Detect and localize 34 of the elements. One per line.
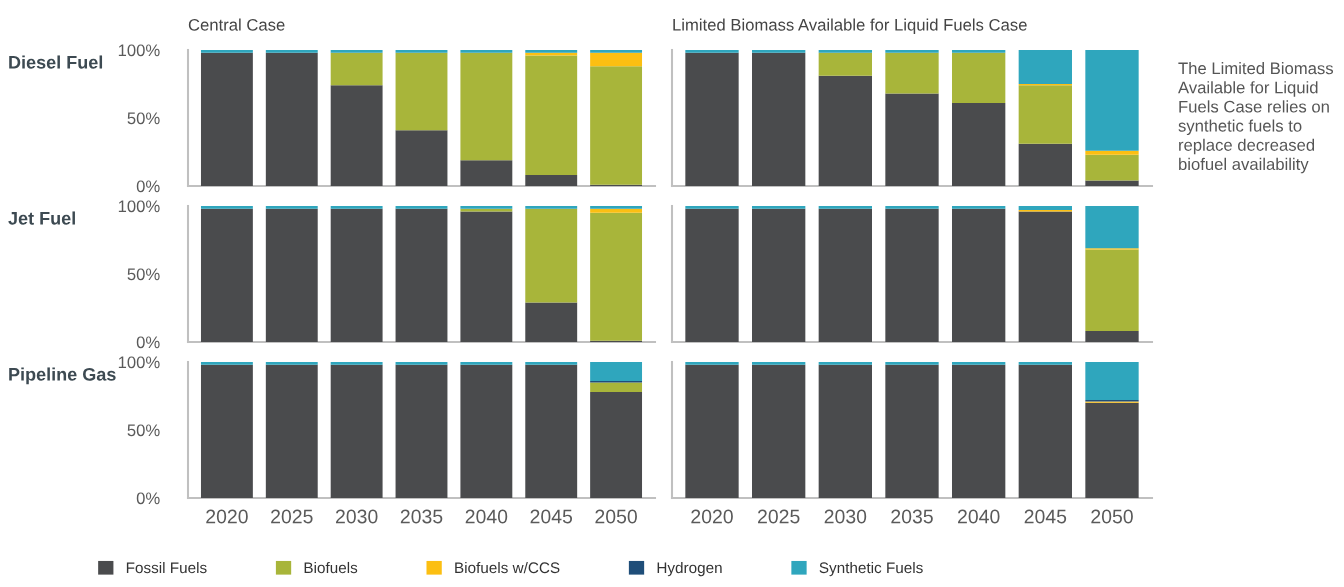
chart-title: Limited Biomass Available for Liquid Fuels Case bbox=[673, 18, 1027, 35]
x-tick-label: 2045 bbox=[530, 509, 573, 524]
y-tick-label: 100% bbox=[118, 44, 160, 57]
x-tick-label: 2025 bbox=[758, 509, 800, 524]
chart-title: Central Case bbox=[188, 18, 285, 31]
x-tick-label: 2040 bbox=[465, 509, 508, 524]
y-axis-title: Diesel Fuel bbox=[9, 55, 103, 69]
y-axis-title: Pipeline Gas bbox=[9, 367, 116, 385]
y-tick-label: 100% bbox=[118, 356, 160, 369]
y-tick-label: 100% bbox=[118, 200, 160, 213]
y-tick-label: 50% bbox=[127, 424, 160, 437]
x-tick-label: 2030 bbox=[824, 509, 867, 524]
legend-label: Synthetic Fuels bbox=[819, 561, 923, 577]
y-axis-title: Jet Fuel bbox=[8, 211, 75, 225]
x-tick-label: 2050 bbox=[595, 509, 637, 524]
x-tick-label: 2035 bbox=[400, 509, 443, 524]
x-tick-label: 2020 bbox=[206, 509, 248, 524]
y-tick-label: 50% bbox=[127, 268, 160, 281]
text: The Limited Biomass Available for Liquid Fuels Case relies on synthetic fuels to replace decreased biofuel availability bbox=[1178, 62, 1334, 174]
legend-label: Fossil Fuels bbox=[126, 561, 207, 574]
x-tick-label: 2030 bbox=[335, 509, 378, 524]
y-tick-label: 0% bbox=[136, 336, 160, 349]
x-tick-label: 2020 bbox=[691, 509, 733, 524]
x-tick-label: 2035 bbox=[891, 509, 933, 524]
legend-label: Biofuels bbox=[304, 561, 358, 574]
legend-label: Biofuels w/CCS bbox=[455, 561, 560, 574]
x-tick-label: 2050 bbox=[1091, 509, 1133, 524]
y-tick-label: 0% bbox=[136, 492, 160, 505]
x-tick-label: 2040 bbox=[958, 509, 1000, 524]
x-tick-label: 2025 bbox=[271, 509, 313, 524]
x-tick-label: 2045 bbox=[1024, 509, 1067, 524]
legend-label: Hydrogen bbox=[657, 561, 722, 577]
y-tick-label: 50% bbox=[127, 112, 160, 125]
y-tick-label: 0% bbox=[136, 180, 160, 193]
